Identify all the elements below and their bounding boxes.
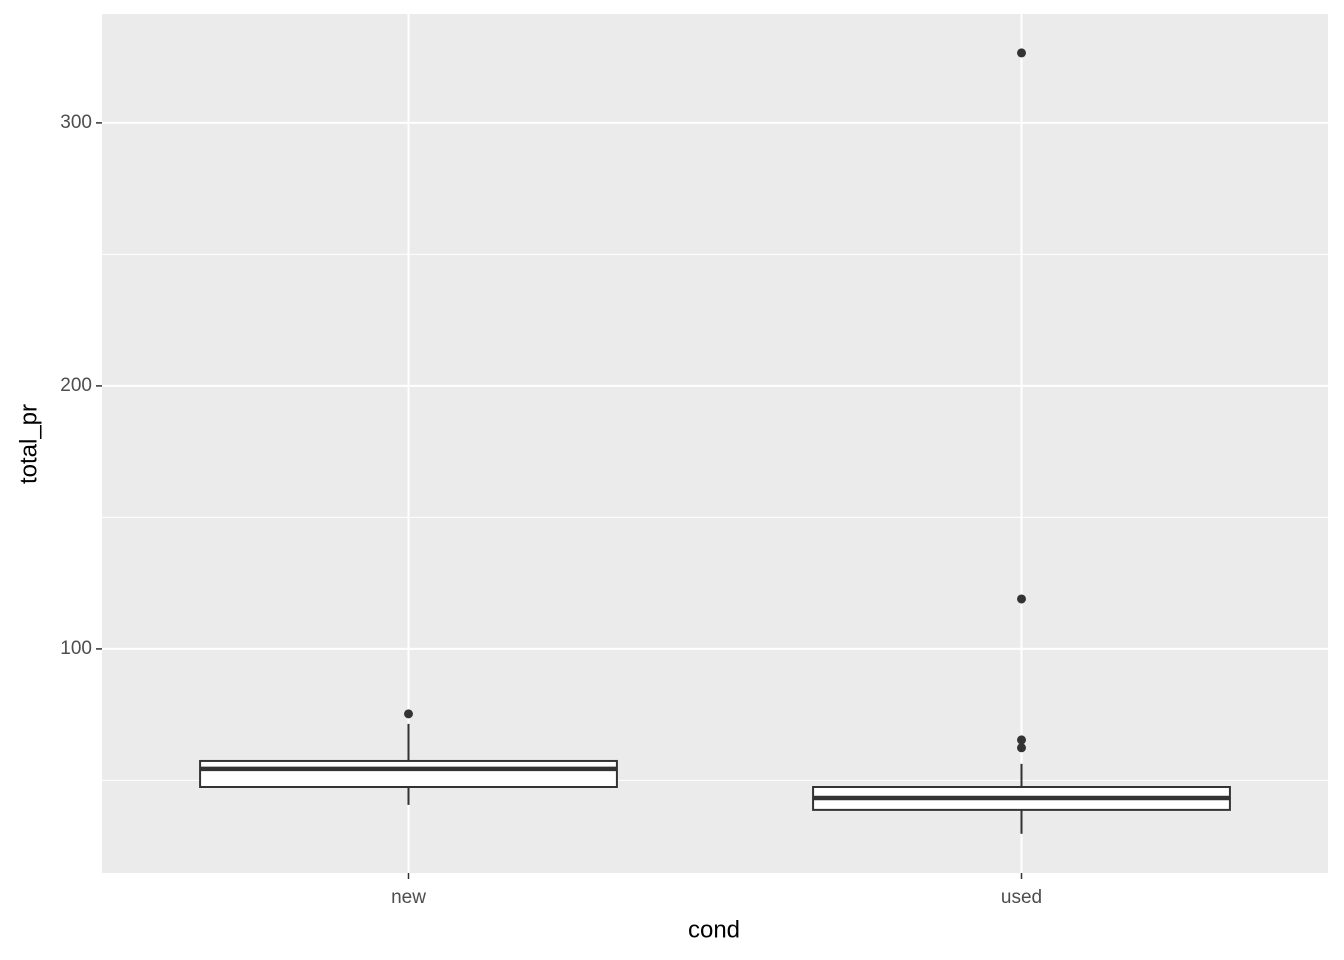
x-tick-label: used: [1001, 887, 1042, 908]
box: [199, 759, 618, 788]
y-axis-title: total_pr: [15, 404, 42, 484]
outlier: [1017, 735, 1026, 745]
outlier: [1017, 48, 1026, 58]
y-tick-label: 300: [60, 112, 92, 133]
y-tick-label: 100: [60, 638, 92, 659]
plot-panel: [102, 14, 1328, 873]
x-axis-title: cond: [688, 916, 740, 943]
outlier: [404, 709, 413, 719]
outlier: [1017, 594, 1026, 604]
x-tick-label: new: [391, 887, 426, 908]
outlier: [1017, 743, 1026, 753]
y-tick-label: 200: [60, 375, 92, 396]
